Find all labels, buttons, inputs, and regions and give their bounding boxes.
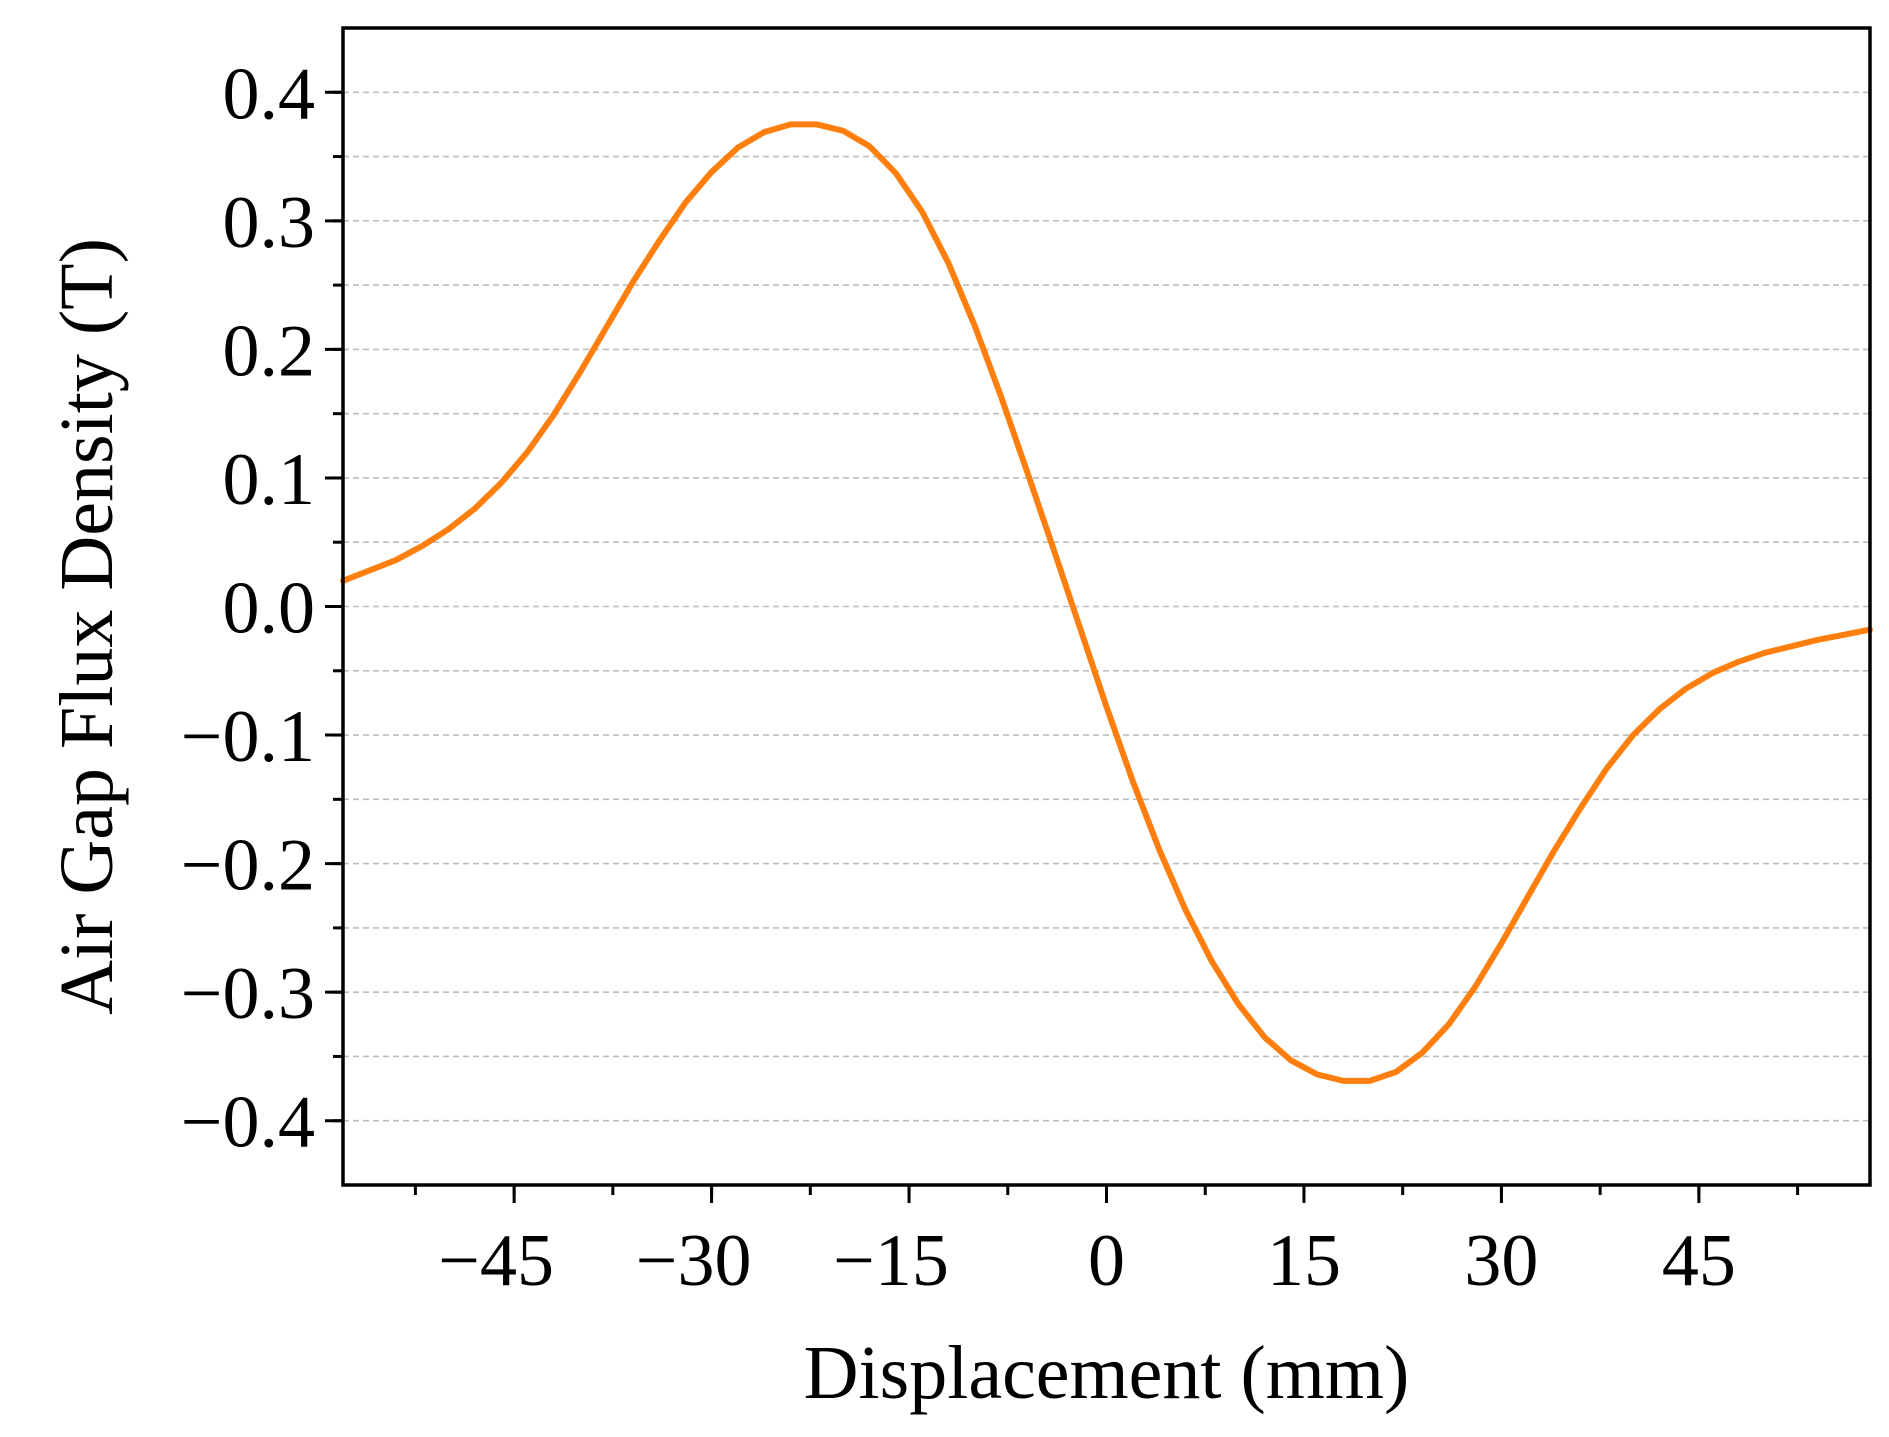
y-tick-labels: 0.4 0.3 0.2 0.1 0.0 −0.1 −0.2 −0.3 −0.4 — [181, 53, 315, 1163]
y-tick-label: −0.2 — [181, 825, 315, 907]
y-axis-title: Air Gap Flux Density (T) — [45, 238, 129, 1015]
x-tick-label: −45 — [438, 1220, 554, 1302]
x-tick-label: 0 — [1088, 1220, 1125, 1302]
x-tick-label: −30 — [636, 1220, 752, 1302]
y-tick-label: −0.4 — [181, 1082, 315, 1164]
x-tick-label: 15 — [1267, 1220, 1341, 1302]
y-tick-label: −0.1 — [181, 696, 315, 778]
x-tick-label: 30 — [1464, 1220, 1538, 1302]
y-tick-label: 0.0 — [223, 568, 316, 650]
series-layer — [340, 121, 1873, 1084]
y-tick-label: 0.2 — [223, 310, 316, 392]
y-tick-label: 0.3 — [223, 182, 316, 264]
y-tick-label: 0.4 — [223, 53, 316, 135]
y-tick-label: 0.1 — [223, 439, 316, 521]
series-line — [340, 121, 1873, 1084]
major-ticks — [325, 90, 1701, 1203]
x-tick-label: 45 — [1662, 1220, 1736, 1302]
y-tick-label: −0.3 — [181, 953, 315, 1035]
x-axis-title: Displacement (mm) — [804, 1331, 1410, 1415]
x-tick-label: −15 — [833, 1220, 949, 1302]
grid-lines — [343, 91, 1870, 1122]
plot-frame — [341, 26, 1872, 1187]
minor-ticks — [333, 90, 1800, 1195]
x-tick-labels: −45 −30 −15 0 15 30 45 — [438, 1220, 1736, 1302]
